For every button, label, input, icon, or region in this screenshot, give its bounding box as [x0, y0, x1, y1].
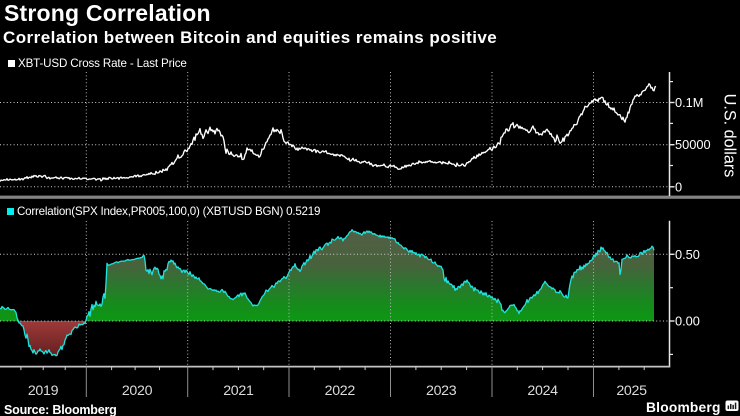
svg-text:0.50: 0.50 — [675, 247, 700, 262]
svg-text:0.1M: 0.1M — [675, 95, 703, 110]
svg-text:2022: 2022 — [325, 383, 356, 399]
svg-text:2023: 2023 — [426, 383, 457, 399]
svg-text:50000: 50000 — [675, 137, 711, 152]
svg-text:2019: 2019 — [28, 383, 59, 399]
svg-text:U.S. dollars: U.S. dollars — [721, 94, 739, 178]
svg-text:0: 0 — [675, 179, 682, 194]
svg-text:2025: 2025 — [616, 383, 647, 399]
svg-text:2021: 2021 — [223, 383, 254, 399]
svg-text:0.00: 0.00 — [675, 314, 700, 329]
svg-text:2024: 2024 — [527, 383, 558, 399]
svg-text:2020: 2020 — [122, 383, 153, 399]
